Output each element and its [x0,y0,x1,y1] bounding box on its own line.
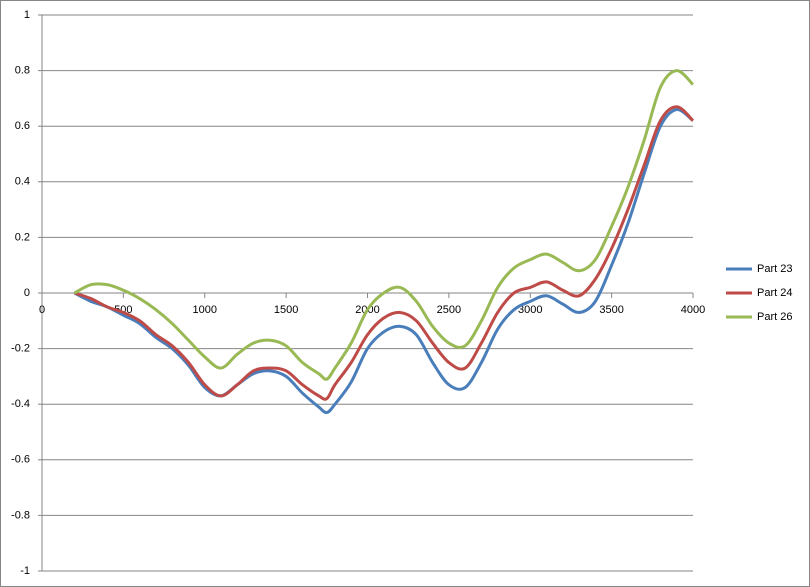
y-tick-label: 0 [24,287,30,299]
y-tick-label: 0.8 [15,65,30,77]
y-tick-label: 0.6 [15,120,30,132]
x-tick-label: 3500 [599,304,623,316]
legend-label: Part 23 [757,263,792,275]
y-tick-label: -0.6 [11,454,30,466]
y-tick-label: -0.2 [11,343,30,355]
x-tick-label: 1500 [274,304,298,316]
y-tick-label: 0.4 [15,176,30,188]
y-tick-label: -0.8 [11,509,30,521]
y-tick-label: -0.4 [11,398,30,410]
y-tick-label: -1 [20,565,30,577]
series-line [73,108,694,415]
y-tick-label: 1 [24,9,30,21]
x-tick-label: 0 [39,304,45,316]
legend-label: Part 26 [757,311,792,323]
x-tick-label: 2500 [437,304,461,316]
series-line [74,105,695,401]
series-line [73,69,695,381]
x-tick-label: 4000 [681,304,705,316]
legend-label: Part 24 [757,287,792,299]
x-tick-label: 1000 [193,304,217,316]
x-tick-label: 3000 [518,304,542,316]
y-tick-label: 0.2 [15,231,30,243]
